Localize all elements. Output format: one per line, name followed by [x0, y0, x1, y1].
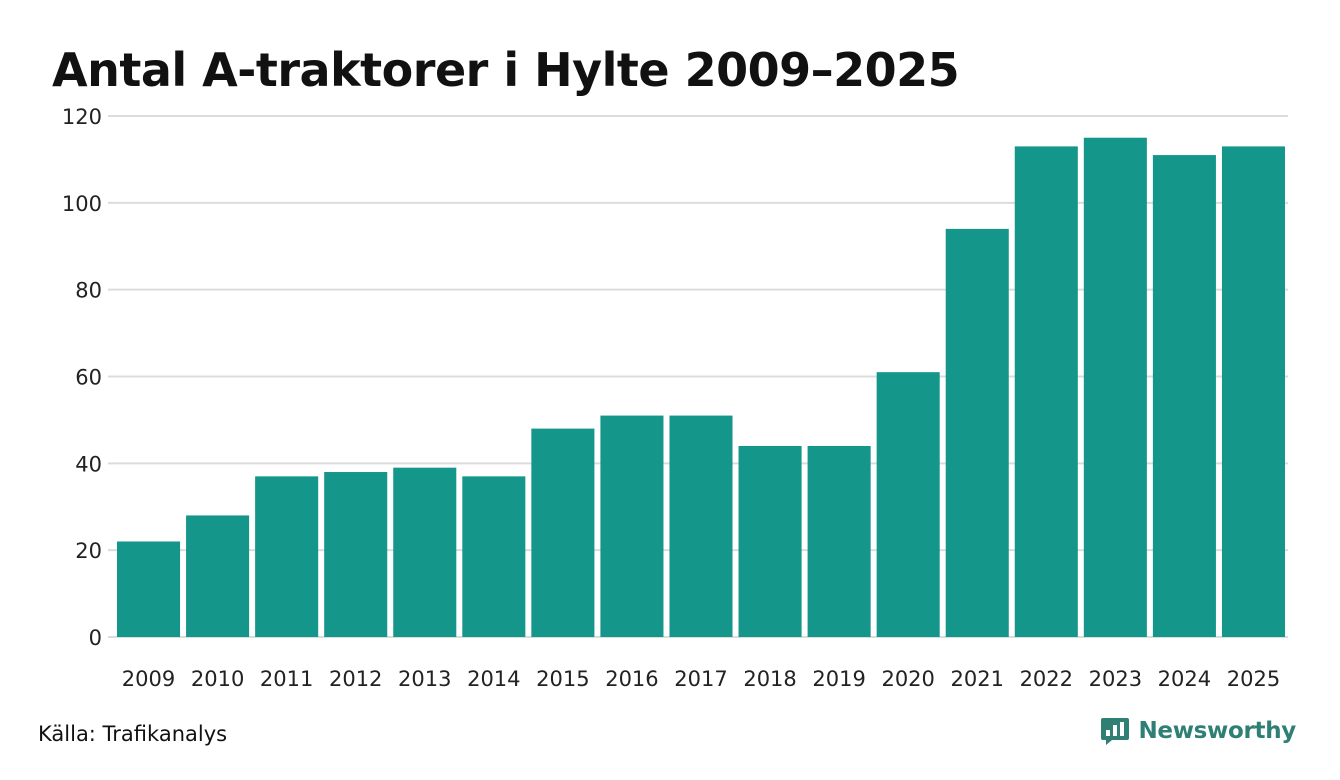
x-tick-label: 2023 — [1089, 667, 1142, 691]
bar-2013 — [393, 467, 457, 637]
x-tick-label: 2021 — [951, 667, 1004, 691]
bar-2011 — [255, 476, 319, 637]
bar-2010 — [186, 515, 250, 637]
y-axis-ticks: 0 20 40 60 80 100 120 — [62, 105, 102, 650]
x-tick-label: 2019 — [812, 667, 865, 691]
y-tick-label: 60 — [75, 366, 102, 390]
bar-2025 — [1221, 146, 1285, 637]
x-tick-label: 2016 — [605, 667, 658, 691]
x-tick-label: 2009 — [122, 667, 175, 691]
bar-2016 — [600, 415, 664, 637]
x-tick-label: 2018 — [743, 667, 796, 691]
bar-2019 — [807, 445, 871, 637]
bar-2012 — [324, 472, 388, 637]
bar-2017 — [669, 415, 733, 637]
y-tick-label: 20 — [75, 539, 102, 563]
bar-2018 — [738, 445, 802, 637]
brand-logo: Newsworthy — [1100, 714, 1296, 748]
source-note: Källa: Trafikanalys — [38, 722, 228, 746]
x-tick-label: 2014 — [467, 667, 520, 691]
bar-2021 — [945, 228, 1009, 637]
x-axis-ticks: 2009 2010 2011 2012 2013 2014 2015 2016 2017 2018… — [122, 667, 1280, 691]
bar-2024 — [1152, 155, 1216, 637]
bar-2022 — [1014, 146, 1078, 637]
x-tick-label: 2010 — [191, 667, 244, 691]
brand-name: Newsworthy — [1138, 718, 1296, 744]
bar-2015 — [531, 428, 595, 637]
y-tick-label: 100 — [62, 192, 102, 216]
bar-chart-speech-bubble-icon — [1101, 718, 1130, 745]
bars — [117, 137, 1285, 637]
x-tick-label: 2020 — [881, 667, 934, 691]
x-tick-label: 2012 — [329, 667, 382, 691]
bar-2009 — [117, 541, 181, 637]
chart-title: Antal A-traktorer i Hylte 2009–2025 — [52, 43, 960, 97]
bar-2023 — [1083, 137, 1147, 637]
x-tick-label: 2022 — [1020, 667, 1073, 691]
y-tick-label: 80 — [75, 279, 102, 303]
x-tick-label: 2025 — [1227, 667, 1280, 691]
x-tick-label: 2017 — [674, 667, 727, 691]
bar-2014 — [462, 476, 526, 637]
x-tick-label: 2015 — [536, 667, 589, 691]
y-tick-label: 120 — [62, 105, 102, 129]
x-tick-label: 2011 — [260, 667, 313, 691]
x-tick-label: 2024 — [1158, 667, 1211, 691]
x-tick-label: 2013 — [398, 667, 451, 691]
y-tick-label: 0 — [89, 626, 102, 650]
bar-2020 — [876, 372, 940, 637]
y-tick-label: 40 — [75, 452, 102, 476]
